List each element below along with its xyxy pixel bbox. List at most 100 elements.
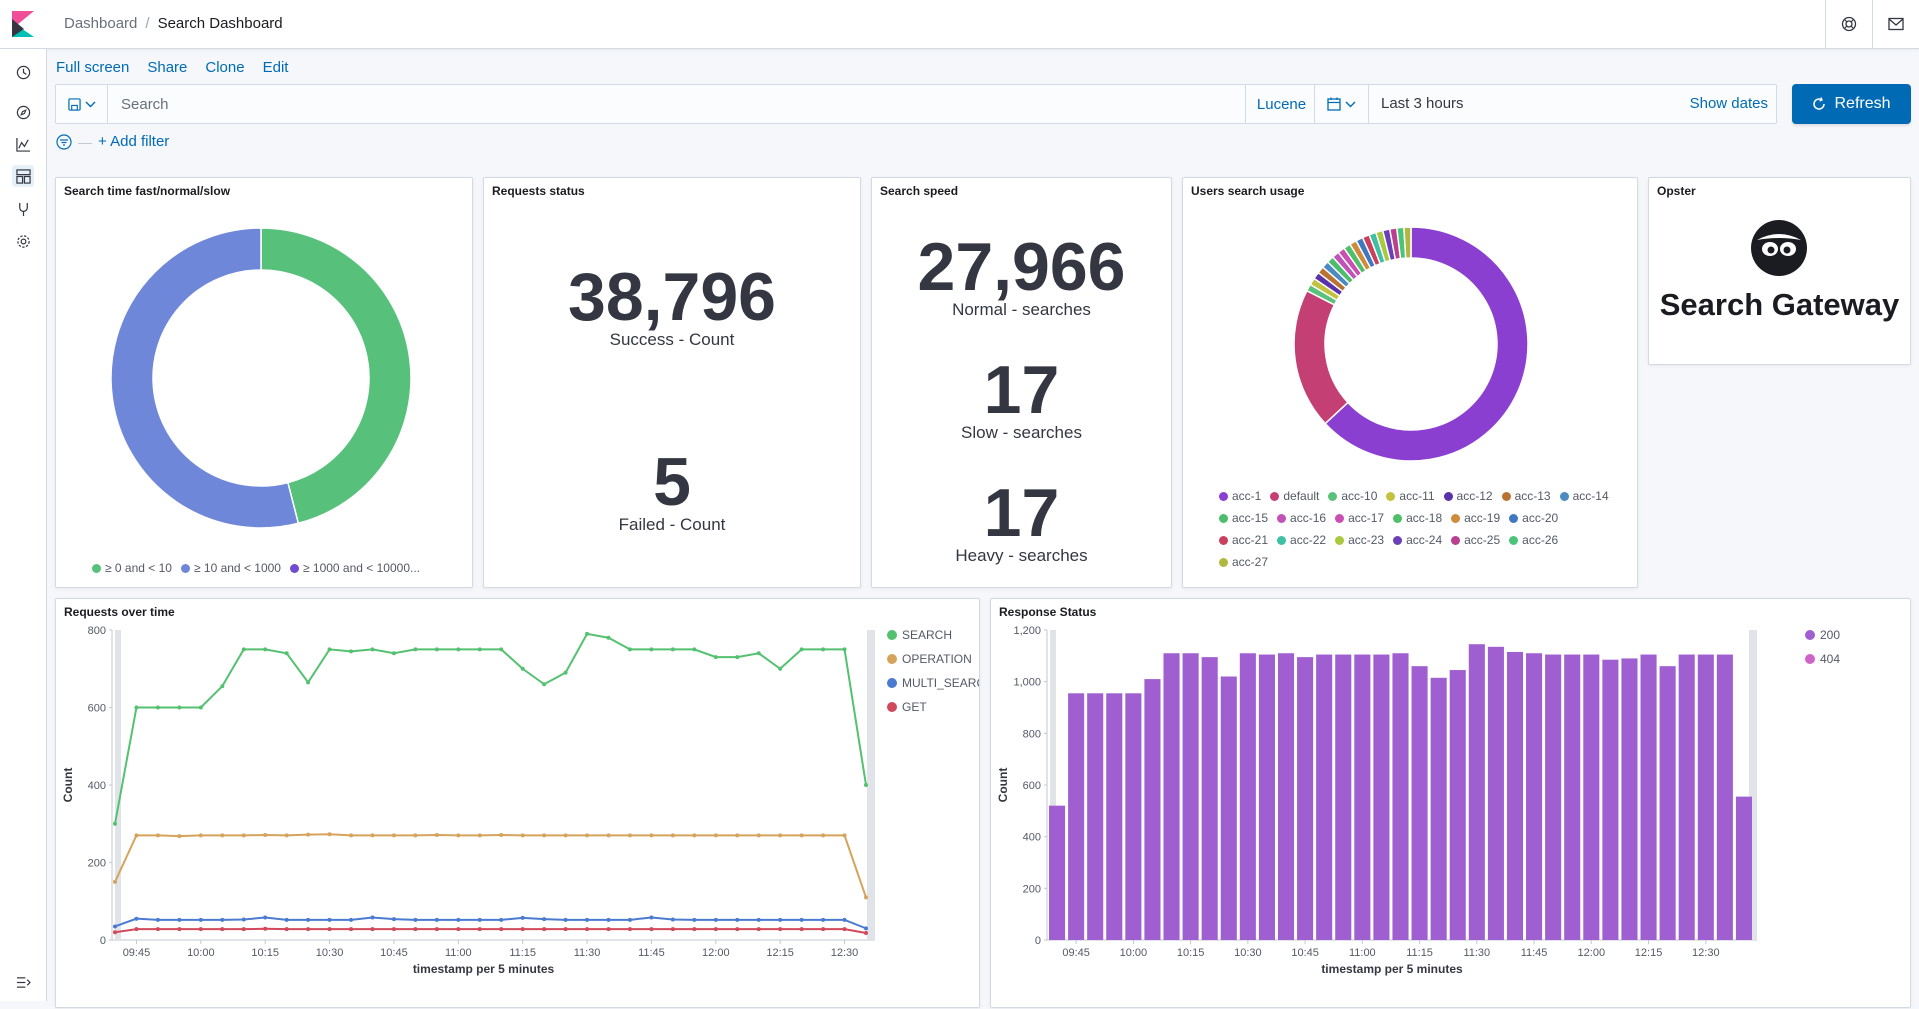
data-point[interactable]	[391, 927, 396, 932]
data-point[interactable]	[263, 915, 268, 920]
data-point[interactable]	[542, 917, 547, 922]
data-point[interactable]	[756, 833, 761, 838]
data-point[interactable]	[499, 927, 504, 932]
legend-label[interactable]: MULTI_SEARCH	[902, 676, 979, 690]
data-point[interactable]	[778, 927, 783, 932]
bar[interactable]	[1335, 654, 1352, 940]
legend-item[interactable]: acc-24	[1393, 533, 1442, 547]
data-point[interactable]	[370, 647, 375, 652]
data-point[interactable]	[456, 833, 461, 838]
bar[interactable]	[1602, 659, 1619, 940]
legend-item[interactable]: acc-21	[1219, 533, 1268, 547]
data-point[interactable]	[821, 833, 826, 838]
legend-item[interactable]: acc-22	[1277, 533, 1326, 547]
data-point[interactable]	[542, 682, 547, 687]
data-point[interactable]	[456, 917, 461, 922]
bar[interactable]	[1640, 654, 1657, 940]
data-point[interactable]	[456, 647, 461, 652]
data-point[interactable]	[413, 927, 418, 932]
data-point[interactable]	[670, 917, 675, 922]
data-point[interactable]	[649, 915, 654, 920]
data-point[interactable]	[370, 833, 375, 838]
data-point[interactable]	[799, 927, 804, 932]
bar[interactable]	[1430, 677, 1447, 940]
legend-item[interactable]: acc-11	[1386, 489, 1435, 503]
data-point[interactable]	[198, 917, 203, 922]
bar[interactable]	[1068, 693, 1085, 940]
bar[interactable]	[1583, 654, 1600, 940]
data-point[interactable]	[327, 647, 332, 652]
data-point[interactable]	[177, 917, 182, 922]
data-point[interactable]	[842, 927, 847, 932]
legend-item[interactable]: acc-27	[1219, 555, 1268, 569]
legend-item[interactable]: default	[1270, 489, 1319, 503]
data-point[interactable]	[799, 647, 804, 652]
data-point[interactable]	[756, 917, 761, 922]
data-point[interactable]	[627, 917, 632, 922]
data-point[interactable]	[713, 655, 718, 660]
data-point[interactable]	[520, 927, 525, 932]
data-point[interactable]	[113, 879, 117, 884]
data-point[interactable]	[649, 833, 654, 838]
data-point[interactable]	[349, 917, 354, 922]
search-input[interactable]	[109, 85, 1295, 123]
data-point[interactable]	[799, 833, 804, 838]
legend-item[interactable]: acc-13	[1501, 489, 1551, 503]
bar[interactable]	[1506, 651, 1524, 940]
filter-options-icon[interactable]	[56, 133, 72, 150]
data-point[interactable]	[284, 917, 289, 922]
donut-slice[interactable]	[111, 228, 300, 528]
data-point[interactable]	[778, 917, 783, 922]
data-point[interactable]	[778, 666, 783, 671]
saved-query-button[interactable]	[56, 85, 108, 123]
data-point[interactable]	[434, 917, 439, 922]
quick-menu-button[interactable]	[1315, 85, 1369, 123]
legend-label[interactable]: GET	[902, 700, 927, 714]
legend-item[interactable]: ≥ 0 and < 10	[92, 561, 172, 575]
data-point[interactable]	[585, 927, 590, 932]
bar[interactable]	[1144, 679, 1161, 940]
data-point[interactable]	[606, 927, 611, 932]
data-point[interactable]	[563, 927, 568, 932]
legend-label[interactable]: 200	[1820, 628, 1840, 642]
data-point[interactable]	[821, 927, 826, 932]
data-point[interactable]	[413, 647, 418, 652]
breadcrumb-dashboard[interactable]: Dashboard	[64, 15, 138, 32]
data-point[interactable]	[713, 927, 718, 932]
data-point[interactable]	[713, 833, 718, 838]
data-point[interactable]	[821, 917, 826, 922]
bar[interactable]	[1735, 796, 1752, 940]
data-point[interactable]	[155, 705, 160, 710]
bar[interactable]	[1716, 654, 1733, 940]
share-link[interactable]: Share	[147, 59, 188, 76]
donut-slice[interactable]	[1293, 289, 1349, 425]
data-point[interactable]	[284, 651, 289, 656]
data-point[interactable]	[220, 833, 225, 838]
donut-slice[interactable]	[260, 228, 411, 525]
donut-slice[interactable]	[1403, 226, 1412, 259]
data-point[interactable]	[649, 927, 654, 932]
kibana-logo-icon[interactable]	[12, 11, 34, 37]
bar[interactable]	[1316, 654, 1333, 940]
data-point[interactable]	[177, 705, 182, 710]
data-point[interactable]	[370, 927, 375, 932]
data-point[interactable]	[113, 924, 117, 929]
data-point[interactable]	[499, 917, 504, 922]
data-point[interactable]	[198, 927, 203, 932]
data-point[interactable]	[349, 833, 354, 838]
data-point[interactable]	[370, 915, 375, 920]
data-point[interactable]	[670, 647, 675, 652]
data-point[interactable]	[585, 631, 590, 636]
bar[interactable]	[1697, 654, 1714, 940]
bar[interactable]	[1354, 654, 1371, 940]
data-point[interactable]	[735, 655, 740, 660]
bar[interactable]	[1258, 654, 1275, 940]
data-point[interactable]	[864, 895, 868, 900]
bar[interactable]	[1678, 654, 1695, 940]
data-point[interactable]	[177, 834, 182, 839]
bar[interactable]	[1182, 653, 1199, 940]
data-point[interactable]	[113, 821, 117, 826]
bar[interactable]	[1621, 658, 1638, 940]
data-point[interactable]	[413, 917, 418, 922]
mail-icon[interactable]	[1872, 0, 1919, 48]
